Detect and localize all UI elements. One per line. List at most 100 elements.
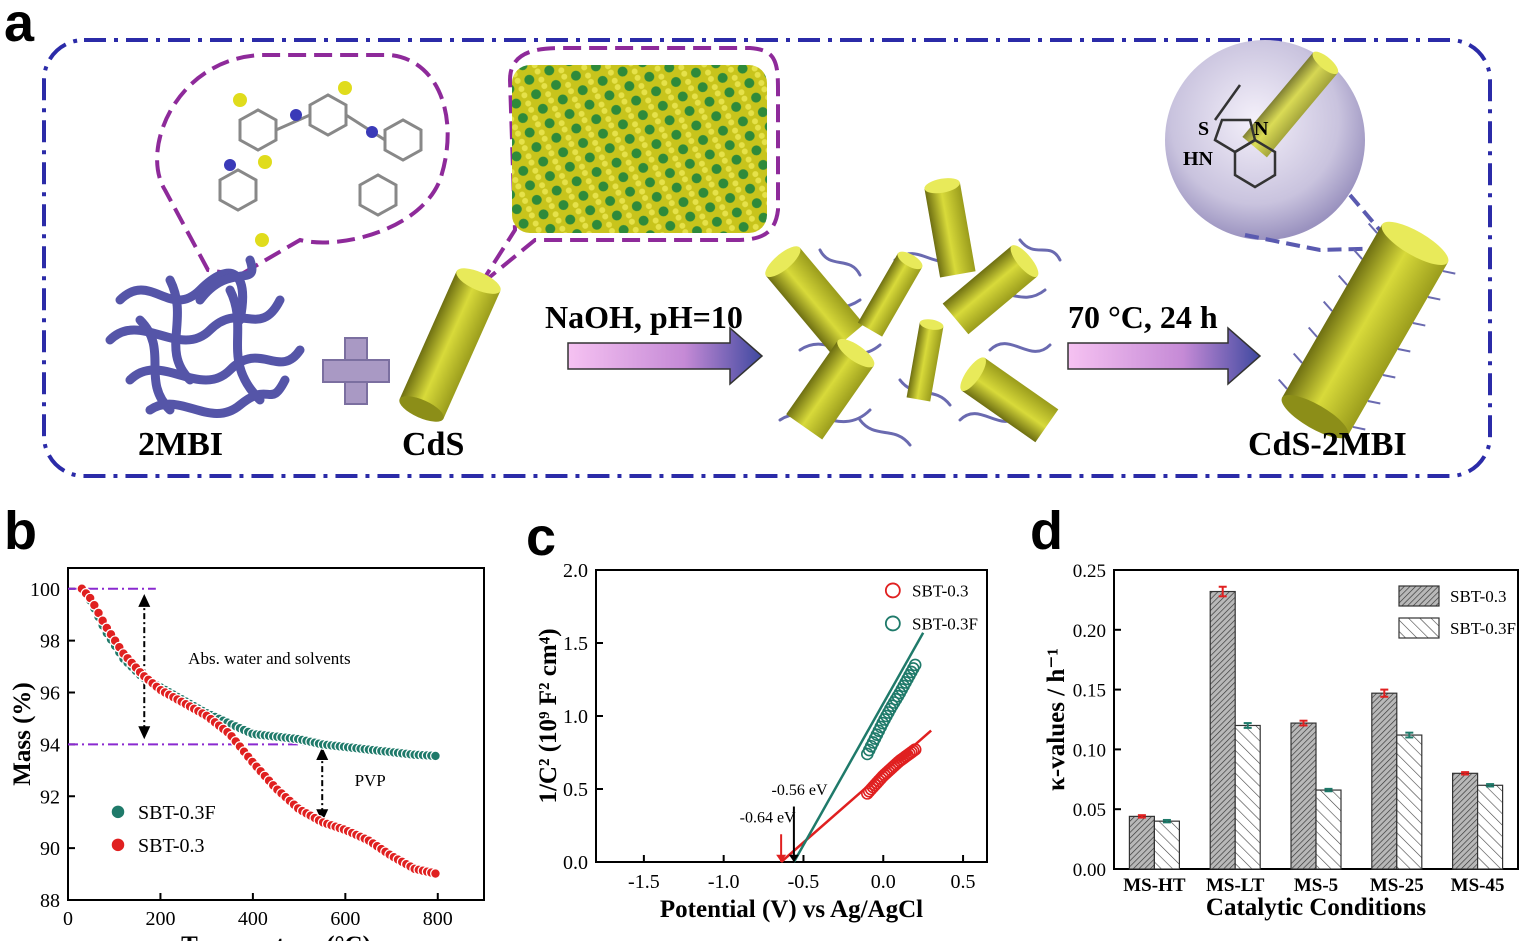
panel-label-b: b xyxy=(4,501,37,561)
y-tick-label: 98 xyxy=(40,631,60,653)
panel-label-d: d xyxy=(1030,501,1063,561)
cds-crystal-bubble xyxy=(478,46,780,287)
y-axis-label: Mass (%) xyxy=(9,682,36,785)
legend-label: SBT-0.3F xyxy=(1450,619,1516,638)
legend-label: SBT-0.3 xyxy=(1450,587,1507,606)
x-tick-label: -1.5 xyxy=(628,871,660,893)
x-tick-label: 0.5 xyxy=(951,871,976,893)
plot-frame xyxy=(67,567,485,901)
mott-schottky-chart: -1.5 -1.0 -0.5 0.0 0.5 0.0 0.5 1.0 1.5 2.0 Potenti… xyxy=(535,560,988,923)
bar-SBT-0.3F xyxy=(1477,784,1504,870)
x-tick-label: -0.5 xyxy=(788,871,820,893)
x-tick-label: MS-LT xyxy=(1206,875,1265,896)
y-tick-label: 96 xyxy=(40,683,60,705)
fit-line xyxy=(792,632,925,863)
legend-label: SBT-0.3F xyxy=(138,802,216,824)
bar-SBT-0.3 xyxy=(1209,590,1236,870)
y-tick-label: 0.0 xyxy=(563,852,588,874)
bar-SBT-0.3 xyxy=(1452,772,1479,870)
mbi-molecule-icon xyxy=(218,93,423,217)
y-tick-label: 0.10 xyxy=(1073,740,1106,761)
x-tick-label: 200 xyxy=(145,908,175,930)
y-tick-label: 94 xyxy=(40,734,60,756)
x-tick-label: 800 xyxy=(423,908,453,930)
bar-SBT-0.3 xyxy=(1290,722,1317,870)
intercept-label: -0.64 eV xyxy=(740,810,796,827)
bar-SBT-0.3F xyxy=(1234,724,1261,870)
y-tick-label: 0.05 xyxy=(1073,800,1106,821)
label-cds: CdS xyxy=(402,426,464,463)
step1-arrow-icon xyxy=(567,326,764,386)
kappa-bar-chart: 0.00 0.05 0.10 0.15 0.20 0.25 Catalytic Condit… xyxy=(1043,561,1519,921)
intercept-label: -0.56 eV xyxy=(772,782,828,799)
intercept-arrowhead xyxy=(776,854,787,862)
data-point xyxy=(906,744,920,758)
legend-swatch xyxy=(1398,585,1440,607)
bar-SBT-0.3F xyxy=(1153,820,1181,870)
intercept-arrowhead xyxy=(788,854,799,862)
y-tick-label: 0.00 xyxy=(1073,860,1106,881)
x-axis-label: Potential (V) vs Ag/AgCl xyxy=(660,896,923,923)
bar-SBT-0.3F xyxy=(1315,789,1342,870)
x-tick-label: 0.0 xyxy=(871,871,896,893)
product-molecule-bubble: S HN N xyxy=(1165,40,1397,253)
x-tick-label: 400 xyxy=(238,908,268,930)
panel-label-c: c xyxy=(526,507,557,567)
legend-swatch xyxy=(1398,617,1440,639)
legend-marker xyxy=(884,582,901,599)
tga-chart: 0 200 400 600 800 88 90 92 94 96 98 100 Temperature … xyxy=(9,567,485,941)
bar-SBT-0.3 xyxy=(1128,815,1156,870)
legend-marker xyxy=(110,804,126,820)
bar-SBT-0.3F xyxy=(1396,734,1423,870)
x-axis-label: Temperature (°C) xyxy=(181,932,371,941)
scheme-frame xyxy=(42,38,1492,478)
y-tick-label: 2.0 xyxy=(563,560,588,582)
x-tick-label: -1.0 xyxy=(708,871,740,893)
y-tick-label: 1.0 xyxy=(563,706,588,728)
mol-hn-label: HN xyxy=(1183,148,1214,170)
bar-SBT-0.3 xyxy=(1371,692,1398,870)
data-point xyxy=(908,743,922,756)
mbi-chains-icon xyxy=(105,255,305,419)
data-point xyxy=(908,658,922,672)
legend-label: SBT-0.3 xyxy=(138,835,205,857)
step2-arrow-icon xyxy=(1067,326,1262,386)
series-SBT-0.3F xyxy=(861,658,922,761)
mixture-rods-icon xyxy=(765,178,1059,443)
y-tick-label: 92 xyxy=(40,786,60,808)
series-SBT-0.3 xyxy=(76,583,441,879)
data-point xyxy=(430,868,441,879)
label-2mbi: 2MBI xyxy=(138,426,223,463)
plus-icon xyxy=(322,337,390,405)
data-point xyxy=(905,746,918,759)
y-tick-label: 0.15 xyxy=(1073,681,1106,702)
x-tick-label: 0 xyxy=(63,908,73,930)
legend-label: SBT-0.3F xyxy=(912,614,978,633)
series-SBT-0.3 xyxy=(861,743,922,800)
y-tick-label: 1.5 xyxy=(563,633,588,655)
legend-label: SBT-0.3 xyxy=(912,581,969,600)
series-SBT-0.3F xyxy=(76,583,441,762)
x-tick-label: MS-45 xyxy=(1451,875,1505,896)
synthesis-scheme: 2MBI CdS NaOH, pH=10 xyxy=(42,38,1492,478)
mbi-molecule-bubble xyxy=(155,53,450,278)
legend-marker xyxy=(110,837,126,853)
y-tick-label: 100 xyxy=(30,579,60,601)
mol-s-label: S xyxy=(1198,118,1209,140)
panel-label-a: a xyxy=(4,0,35,53)
y-axis-label: 1/C² (10⁹ F² cm⁴) xyxy=(535,628,562,803)
legend-marker xyxy=(884,615,901,632)
x-axis-label: Catalytic Conditions xyxy=(1206,894,1426,921)
x-tick-label: 600 xyxy=(330,908,360,930)
annotation-water: Abs. water and solvents xyxy=(188,649,350,668)
y-tick-label: 0.20 xyxy=(1073,621,1106,642)
annotation-pvp: PVP xyxy=(355,771,386,790)
step2-condition: 70 °C, 24 h xyxy=(1068,299,1218,335)
label-product: CdS-2MBI xyxy=(1248,426,1407,463)
cds-lattice-image xyxy=(512,65,767,233)
y-tick-label: 0.5 xyxy=(563,779,588,801)
y-tick-label: 88 xyxy=(40,890,60,912)
step1-condition: NaOH, pH=10 xyxy=(545,299,743,335)
product-rod-icon xyxy=(1277,221,1456,439)
y-tick-label: 90 xyxy=(40,838,60,860)
